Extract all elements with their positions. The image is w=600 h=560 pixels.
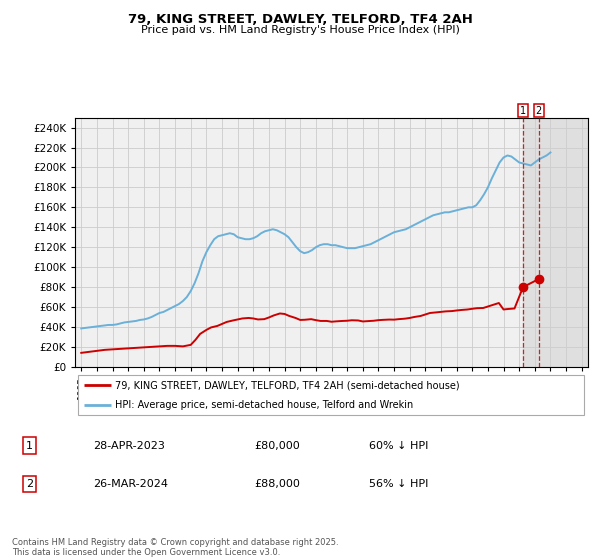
Bar	[523, 118, 588, 367]
Text: 1: 1	[520, 106, 526, 115]
Text: Price paid vs. HM Land Registry's House Price Index (HPI): Price paid vs. HM Land Registry's House …	[140, 25, 460, 35]
Text: £88,000: £88,000	[254, 479, 300, 489]
Text: 2: 2	[536, 106, 542, 115]
Text: HPI: Average price, semi-detached house, Telford and Wrekin: HPI: Average price, semi-detached house,…	[115, 400, 413, 410]
Text: £80,000: £80,000	[254, 441, 299, 451]
Text: 28-APR-2023: 28-APR-2023	[92, 441, 164, 451]
Text: 60% ↓ HPI: 60% ↓ HPI	[369, 441, 428, 451]
Text: 1: 1	[26, 441, 33, 451]
FancyBboxPatch shape	[77, 375, 584, 416]
Text: 26-MAR-2024: 26-MAR-2024	[92, 479, 167, 489]
Text: 2: 2	[26, 479, 33, 489]
Text: 79, KING STREET, DAWLEY, TELFORD, TF4 2AH: 79, KING STREET, DAWLEY, TELFORD, TF4 2A…	[128, 13, 472, 26]
Text: 79, KING STREET, DAWLEY, TELFORD, TF4 2AH (semi-detached house): 79, KING STREET, DAWLEY, TELFORD, TF4 2A…	[115, 380, 460, 390]
Text: Contains HM Land Registry data © Crown copyright and database right 2025.
This d: Contains HM Land Registry data © Crown c…	[12, 538, 338, 557]
Text: 56% ↓ HPI: 56% ↓ HPI	[369, 479, 428, 489]
